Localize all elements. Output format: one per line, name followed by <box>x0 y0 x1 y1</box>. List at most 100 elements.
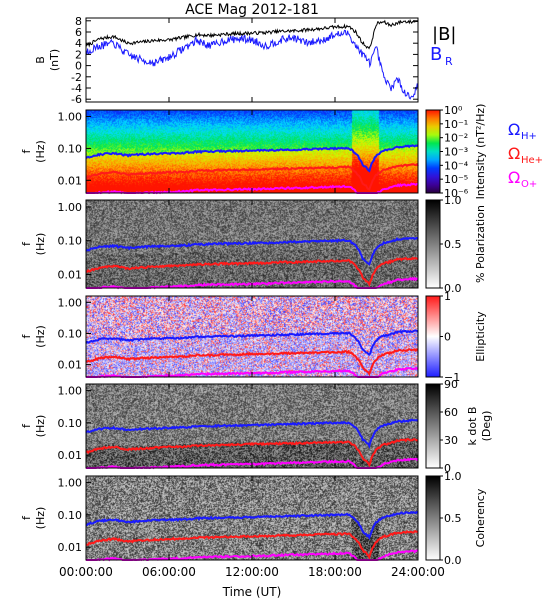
y-axis-unit-polarization: (Hz) <box>34 233 47 256</box>
colorbar-tick-label: 10⁻² <box>444 132 468 145</box>
y-tick-label: 4 <box>75 37 82 50</box>
colorbar-polarization <box>425 199 441 289</box>
series-line-b-total <box>85 18 419 50</box>
spectrogram-kdotb <box>86 384 418 468</box>
y-axis-label-intensity: f <box>20 148 33 153</box>
colorbar-tick-label: 10⁻¹ <box>444 118 468 131</box>
y-tick-label: 0.01 <box>58 449 83 462</box>
colorbar-label2-kdotb: (Deg) <box>480 411 493 442</box>
colorbar-tick-label: 1.0 <box>444 470 462 483</box>
colorbar-tick-label: 0 <box>444 331 451 344</box>
y-tick-label: 0.10 <box>58 417 83 430</box>
y-tick-label: 0.10 <box>58 327 83 340</box>
colorbar-tick-label: 60 <box>444 406 458 419</box>
y-tick-label: 6 <box>75 26 82 39</box>
y-axis-unit-coherency: (Hz) <box>34 507 47 530</box>
legend-omega-heplus: Ω <box>508 144 520 163</box>
legend-b-total: |B| <box>432 24 456 45</box>
y-axis-label-kdotb: f <box>20 423 33 428</box>
y-tick-label: 0.01 <box>58 359 83 372</box>
legend-omega-sub: H+ <box>521 131 537 142</box>
y-tick-label: -6 <box>71 93 82 106</box>
y-tick-label: 0.01 <box>58 269 83 282</box>
colorbar-tick-label: 0.0 <box>444 282 462 295</box>
y-axis-label-coherency: f <box>20 515 33 520</box>
y-tick-label: 0.10 <box>58 235 83 248</box>
colorbar-tick-label: 0 <box>444 462 451 475</box>
panel-frames <box>85 17 419 561</box>
y-axis-label-field: B <box>34 56 47 64</box>
legend-omega-oplus: Ω <box>508 168 520 187</box>
gyro-line-heplus-intensity <box>85 162 419 191</box>
x-tick-label: 00:00:00 <box>59 565 113 579</box>
colorbar-tick-label: 90 <box>444 378 458 391</box>
colorbar-label-polarization: % Polarization <box>474 205 487 283</box>
y-tick-label: -2 <box>71 71 82 84</box>
colorbar-tick-label: 10⁻⁴ <box>444 159 469 172</box>
colorbar-label-ellipticity: Ellipticity <box>474 311 487 362</box>
y-tick-label: 0 <box>75 60 82 73</box>
y-tick-label: 0.01 <box>58 174 83 187</box>
gyro-line-hplus-coherency <box>85 510 419 540</box>
y-tick-label: 1.00 <box>58 111 83 124</box>
colorbar-tick-label: 10⁻⁵ <box>444 173 468 186</box>
y-tick-label: 0.10 <box>58 142 83 155</box>
colorbar-tick-label: 1 <box>444 290 451 303</box>
y-tick-label: 1.00 <box>58 201 83 214</box>
legend-omega-sub: He+ <box>521 155 543 166</box>
colorbar-tick-label: 10⁻³ <box>444 146 468 159</box>
colorbar-label-kdotb: k dot B <box>466 407 479 446</box>
gyro-line-heplus-polarization <box>85 256 419 288</box>
y-axis-unit-intensity: (Hz) <box>34 140 47 163</box>
colorbar-tick-label: 10⁰ <box>444 104 463 117</box>
y-axis-unit-ellipticity: (Hz) <box>34 325 47 348</box>
colorbar-kdotb <box>425 383 441 469</box>
colorbar-label-coherency: Coherency <box>474 488 487 547</box>
y-tick-label: 0.10 <box>58 509 83 522</box>
x-tick-label: 18:00:00 <box>308 565 362 579</box>
gyro-line-heplus-ellipticity <box>86 348 419 377</box>
series-line-b-r <box>85 29 419 100</box>
colorbar-coherency <box>425 475 441 561</box>
colorbar-ellipticity <box>425 295 441 378</box>
x-tick-label: 24:00:00 <box>391 565 445 579</box>
colorbar-tick-label: −1 <box>444 371 460 384</box>
y-tick-label: 2 <box>75 48 82 61</box>
colorbar-label-intensity: Intensity (nT²/Hz) <box>474 104 487 200</box>
colorbar-tick-label: 1.0 <box>444 194 462 207</box>
legend-omega-sub: O+ <box>521 179 537 190</box>
colorbar-tick-label: 10⁻⁶ <box>444 187 469 200</box>
legend-b-r: B <box>430 44 442 65</box>
gyro-line-heplus-kdotb <box>85 438 419 468</box>
gyro-line-hplus-polarization <box>85 236 419 266</box>
y-axis-label-ellipticity: f <box>20 333 33 338</box>
gyro-line-heplus-coherency <box>85 530 419 560</box>
gyro-line-hplus-kdotb <box>85 418 419 449</box>
x-tick-label: 06:00:00 <box>142 565 196 579</box>
legend-omega-hplus: Ω <box>508 120 520 139</box>
y-axis-label-polarization: f <box>20 241 33 246</box>
legend-b-r-sub: R <box>445 55 453 68</box>
chart-title: ACE Mag 2012-181 <box>185 2 319 18</box>
colorbar-tick-label: 0.5 <box>444 512 462 525</box>
colorbar-tick-label: 0.0 <box>444 554 462 567</box>
y-axis-unit-field: (nT) <box>48 49 61 71</box>
y-axis-unit-kdotb: (Hz) <box>34 415 47 438</box>
gyro-line-hplus-ellipticity <box>85 329 419 356</box>
y-tick-label: 1.00 <box>58 296 83 309</box>
y-tick-label: 0.01 <box>58 541 83 554</box>
spectrogram-ellipticity <box>86 296 418 377</box>
y-tick-label: 1.00 <box>58 477 83 490</box>
x-tick-label: 12:00:00 <box>225 565 279 579</box>
x-axis-label: Time (UT) <box>222 585 282 599</box>
colorbar-tick-label: 30 <box>444 434 458 447</box>
gyro-line-hplus-intensity <box>85 144 419 173</box>
y-tick-label: -4 <box>71 82 82 95</box>
colorbar-intensity <box>425 109 441 194</box>
y-tick-label: 1.00 <box>58 385 83 398</box>
y-tick-label: 8 <box>75 15 82 28</box>
